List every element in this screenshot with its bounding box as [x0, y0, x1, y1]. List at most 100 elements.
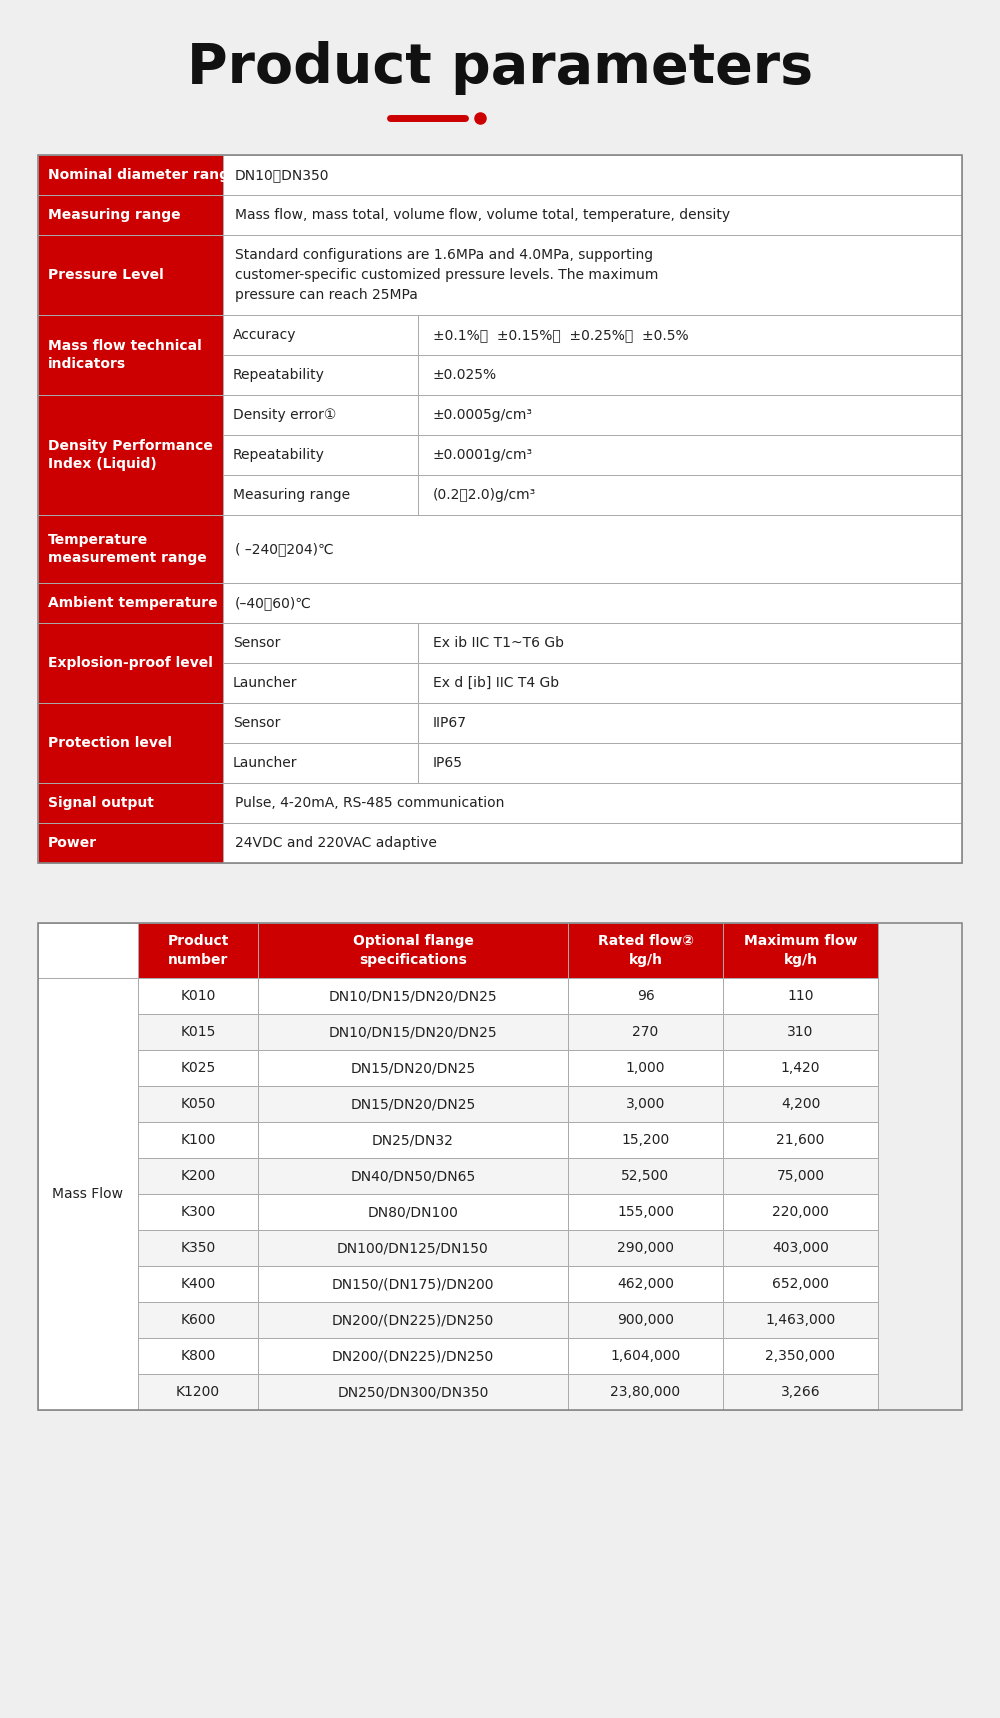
Text: Optional flange
specifications: Optional flange specifications: [353, 935, 473, 967]
Bar: [138, 1050, 258, 1086]
Bar: [568, 1122, 723, 1158]
Bar: [568, 1338, 723, 1374]
Bar: [223, 196, 962, 235]
Text: 290,000: 290,000: [617, 1240, 674, 1256]
Bar: [723, 1014, 878, 1050]
Bar: [723, 1230, 878, 1266]
Text: Signal output: Signal output: [48, 795, 154, 809]
Text: DN150/(DN175)/DN200: DN150/(DN175)/DN200: [332, 1276, 494, 1290]
Text: IIP67: IIP67: [433, 716, 467, 730]
Text: Measuring range: Measuring range: [233, 488, 350, 502]
Text: ±0.0001g/cm³: ±0.0001g/cm³: [433, 448, 533, 462]
Text: K400: K400: [180, 1276, 216, 1290]
Text: 24VDC and 220VAC adaptive: 24VDC and 220VAC adaptive: [235, 837, 437, 850]
Bar: [223, 663, 418, 703]
Bar: [418, 435, 962, 474]
Bar: [723, 1086, 878, 1122]
Bar: [38, 582, 223, 624]
Bar: [258, 1050, 568, 1086]
Text: Product parameters: Product parameters: [187, 41, 813, 94]
Bar: [38, 823, 223, 862]
Text: 1,463,000: 1,463,000: [765, 1313, 836, 1326]
Bar: [568, 923, 723, 978]
Text: ( –240～204)℃: ( –240～204)℃: [235, 541, 334, 557]
Text: DN100/DN125/DN150: DN100/DN125/DN150: [337, 1240, 489, 1256]
Text: ±0.1%，  ±0.15%，  ±0.25%，  ±0.5%: ±0.1%， ±0.15%， ±0.25%， ±0.5%: [433, 328, 689, 342]
Text: 96: 96: [637, 990, 654, 1003]
Text: (–40～60)℃: (–40～60)℃: [235, 596, 312, 610]
Bar: [138, 1122, 258, 1158]
Bar: [38, 703, 223, 783]
Text: 270: 270: [632, 1026, 659, 1039]
Text: Measuring range: Measuring range: [48, 208, 181, 222]
Bar: [138, 1338, 258, 1374]
Bar: [258, 1230, 568, 1266]
Bar: [38, 235, 223, 314]
Text: Explosion-proof level: Explosion-proof level: [48, 656, 213, 670]
Bar: [723, 1302, 878, 1338]
Text: 1,604,000: 1,604,000: [610, 1349, 681, 1362]
Text: 110: 110: [787, 990, 814, 1003]
Text: K200: K200: [180, 1168, 216, 1184]
Text: K800: K800: [180, 1349, 216, 1362]
Bar: [223, 314, 418, 356]
Text: 462,000: 462,000: [617, 1276, 674, 1290]
Bar: [223, 356, 418, 395]
Bar: [38, 978, 138, 1410]
Bar: [223, 742, 418, 783]
Bar: [723, 978, 878, 1014]
Text: 1,000: 1,000: [626, 1062, 665, 1075]
Bar: [568, 1230, 723, 1266]
Bar: [418, 663, 962, 703]
Bar: [258, 1338, 568, 1374]
Bar: [723, 1158, 878, 1194]
Text: Ex d [ib] IIC T4 Gb: Ex d [ib] IIC T4 Gb: [433, 675, 559, 691]
Bar: [258, 1086, 568, 1122]
Bar: [418, 356, 962, 395]
Bar: [418, 395, 962, 435]
Text: 75,000: 75,000: [776, 1168, 825, 1184]
Text: 2,350,000: 2,350,000: [766, 1349, 836, 1362]
Bar: [723, 1050, 878, 1086]
Bar: [138, 1086, 258, 1122]
Bar: [223, 783, 962, 823]
Bar: [223, 624, 418, 663]
Text: Product
number: Product number: [167, 935, 229, 967]
Bar: [568, 1050, 723, 1086]
Bar: [38, 314, 223, 395]
Text: Launcher: Launcher: [233, 756, 298, 770]
Bar: [138, 1374, 258, 1410]
Bar: [38, 395, 223, 515]
Text: (0.2～2.0)g/cm³: (0.2～2.0)g/cm³: [433, 488, 536, 502]
Text: 3,000: 3,000: [626, 1098, 665, 1112]
Text: Power: Power: [48, 837, 97, 850]
Bar: [38, 923, 962, 1410]
Bar: [138, 978, 258, 1014]
Bar: [723, 923, 878, 978]
Text: Sensor: Sensor: [233, 636, 280, 649]
Bar: [568, 978, 723, 1014]
Bar: [258, 1122, 568, 1158]
Text: K010: K010: [180, 990, 216, 1003]
Text: 220,000: 220,000: [772, 1204, 829, 1220]
Text: 23,80,000: 23,80,000: [610, 1385, 681, 1398]
Bar: [38, 196, 223, 235]
Bar: [38, 783, 223, 823]
Bar: [223, 235, 962, 314]
Bar: [568, 1086, 723, 1122]
Text: ±0.025%: ±0.025%: [433, 368, 497, 381]
Bar: [418, 742, 962, 783]
Bar: [568, 1194, 723, 1230]
Bar: [38, 155, 962, 862]
Text: DN25/DN32: DN25/DN32: [372, 1132, 454, 1148]
Bar: [223, 474, 418, 515]
Text: DN200/(DN225)/DN250: DN200/(DN225)/DN250: [332, 1313, 494, 1326]
Bar: [38, 515, 223, 582]
Text: DN10/DN15/DN20/DN25: DN10/DN15/DN20/DN25: [329, 990, 497, 1003]
Bar: [138, 923, 258, 978]
Bar: [223, 515, 962, 582]
Text: Mass Flow: Mass Flow: [52, 1187, 124, 1201]
Bar: [568, 1302, 723, 1338]
Text: Density Performance
Index (Liquid): Density Performance Index (Liquid): [48, 438, 213, 471]
Text: K300: K300: [180, 1204, 216, 1220]
